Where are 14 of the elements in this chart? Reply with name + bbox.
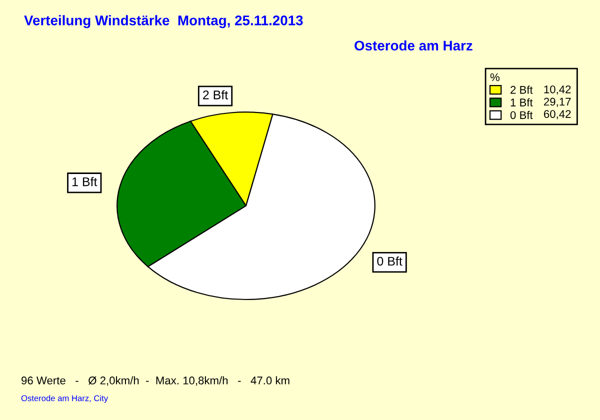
legend-label: 1 Bft <box>510 98 533 106</box>
slice-label: 0 Bft <box>377 256 402 266</box>
legend-label: 0 Bft <box>510 110 533 120</box>
legend-label: 2 Bft <box>510 86 533 94</box>
data-label: 60,42 <box>544 110 571 120</box>
text: 96 Werte - Ø 2,0km/h - Max. 10,8km/h - 47.0 km <box>22 376 290 386</box>
slice-label: 2 Bft <box>203 90 228 100</box>
text: Osterode am Harz, City <box>21 395 108 403</box>
legend-title: % <box>490 73 500 82</box>
chart-subtitle: Osterode am Harz <box>354 40 472 51</box>
data-label: 29,17 <box>544 98 571 107</box>
slice-label: 1 Bft <box>72 177 98 186</box>
chart-title: Verteilung Windstärke Montag, 25.11.2013 <box>24 15 303 28</box>
data-label: 10,42 <box>544 85 571 95</box>
